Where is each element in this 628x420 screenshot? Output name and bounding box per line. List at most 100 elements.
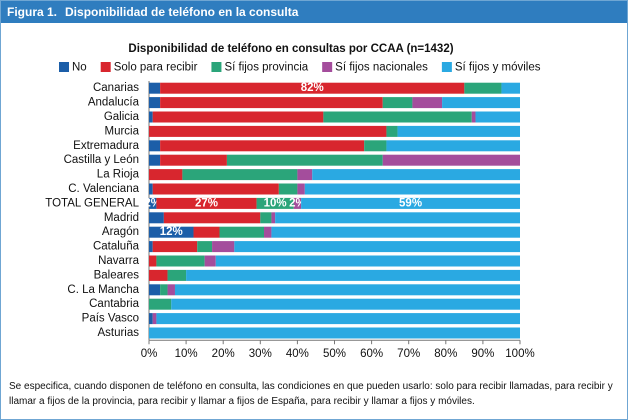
x-tick-label: 100% bbox=[505, 348, 534, 360]
y-tick-label: Aragón bbox=[102, 226, 139, 238]
bar-segment bbox=[386, 140, 520, 152]
bar-segment bbox=[149, 298, 172, 310]
bar-segment bbox=[260, 212, 272, 224]
bar-segment bbox=[152, 111, 324, 123]
bar-segment bbox=[149, 140, 161, 152]
bar-segment bbox=[160, 82, 465, 94]
y-tick-label: Cataluña bbox=[93, 241, 140, 253]
y-tick-label: Galicia bbox=[104, 111, 140, 123]
bar-segment bbox=[174, 284, 520, 296]
x-tick-label: 40% bbox=[286, 348, 309, 360]
y-tick-label: Canarias bbox=[93, 82, 139, 94]
bar-segment bbox=[442, 97, 520, 109]
x-tick-label: 70% bbox=[397, 348, 420, 360]
bar-segment bbox=[204, 255, 216, 267]
bar-segment bbox=[149, 111, 153, 123]
bar-segment bbox=[163, 212, 261, 224]
bar-segment bbox=[149, 154, 161, 166]
bar-segment bbox=[382, 97, 413, 109]
bar-segment bbox=[182, 169, 298, 181]
bar-segment bbox=[149, 197, 157, 209]
chart: Disponibilidad de teléfono en consultas … bbox=[45, 43, 541, 360]
bar-segment bbox=[412, 97, 443, 109]
bar-segment bbox=[149, 82, 161, 94]
y-tick-label: Andalucía bbox=[88, 97, 140, 109]
legend-swatch bbox=[100, 62, 111, 72]
bar-segment bbox=[197, 241, 213, 253]
y-tick-label: TOTAL GENERAL bbox=[45, 197, 139, 209]
figure-label: Figura 1. bbox=[7, 5, 58, 19]
bar-segment bbox=[152, 183, 279, 195]
value-label: 59% bbox=[399, 197, 422, 209]
y-tick-label: Baleares bbox=[94, 269, 140, 281]
bar-segment bbox=[156, 313, 521, 325]
bar-segment bbox=[149, 241, 153, 253]
x-tick-label: 50% bbox=[323, 348, 346, 360]
bar-segment bbox=[471, 111, 476, 123]
bar-segment bbox=[275, 212, 520, 224]
bar-segment bbox=[271, 226, 520, 238]
bar-segment bbox=[256, 197, 294, 209]
bar-segment bbox=[323, 111, 472, 123]
bar-segment bbox=[149, 313, 153, 325]
y-tick-label: Madrid bbox=[104, 212, 139, 224]
bar-segment bbox=[152, 241, 198, 253]
bar-segment bbox=[160, 140, 365, 152]
value-label: 10% bbox=[264, 197, 287, 209]
y-tick-label: Castilla y León bbox=[64, 154, 139, 166]
value-label: 12% bbox=[160, 226, 183, 238]
bar-segment bbox=[171, 298, 520, 310]
x-tick-label: 60% bbox=[360, 348, 383, 360]
bar-segment bbox=[297, 183, 305, 195]
bar-segment bbox=[271, 212, 276, 224]
chart-title: Disponibilidad de teléfono en consultas … bbox=[128, 43, 453, 55]
footnote: Se especifica, cuando disponen de teléfo… bbox=[9, 381, 613, 407]
legend-label: No bbox=[72, 62, 87, 74]
bar-segment bbox=[464, 82, 502, 94]
figure-header: Figura 1. Disponibilidad de teléfono en l… bbox=[1, 1, 627, 23]
legend-swatch bbox=[441, 62, 452, 72]
y-tick-label: Asturias bbox=[97, 327, 139, 339]
x-tick-label: 20% bbox=[212, 348, 235, 360]
bar-segment bbox=[278, 183, 298, 195]
bar-segment bbox=[312, 169, 520, 181]
legend-label: Sí fijos nacionales bbox=[335, 62, 428, 74]
bar-segment bbox=[364, 140, 387, 152]
bar-segment bbox=[160, 97, 383, 109]
bar-segment bbox=[149, 269, 168, 281]
bar-segment bbox=[149, 183, 153, 195]
y-tick-label: C. Valenciana bbox=[68, 183, 139, 195]
bar-segment bbox=[152, 313, 157, 325]
bar-segment bbox=[160, 284, 168, 296]
figure-title: Disponibilidad de teléfono en la consult… bbox=[65, 5, 299, 19]
bar-segment bbox=[186, 269, 520, 281]
legend-swatch bbox=[59, 62, 69, 72]
y-tick-label: Murcia bbox=[104, 125, 139, 137]
bar-segment bbox=[149, 125, 387, 137]
legend-swatch bbox=[211, 62, 222, 72]
x-tick-label: 10% bbox=[175, 348, 198, 360]
bar-segment bbox=[301, 197, 520, 209]
bar-segment bbox=[215, 255, 520, 267]
bar-segment bbox=[156, 255, 205, 267]
y-tick-label: C. La Mancha bbox=[67, 284, 139, 296]
y-tick-label: Navarra bbox=[98, 255, 140, 267]
x-tick-label: 80% bbox=[434, 348, 457, 360]
legend-label: Sí fijos y móviles bbox=[455, 62, 541, 74]
bar-segment bbox=[382, 154, 520, 166]
legend-label: Solo para recibir bbox=[114, 62, 198, 74]
legend-label: Sí fijos provincia bbox=[224, 62, 308, 74]
bar-segment bbox=[149, 169, 183, 181]
bar-segment bbox=[293, 197, 302, 209]
bar-segment bbox=[149, 255, 157, 267]
y-tick-label: Cantabria bbox=[89, 298, 139, 310]
bar-segment bbox=[234, 241, 520, 253]
bar-segment bbox=[304, 183, 520, 195]
bar-segment bbox=[475, 111, 520, 123]
bar-segment bbox=[167, 269, 187, 281]
bar-segment bbox=[167, 284, 175, 296]
y-tick-label: La Rioja bbox=[97, 169, 140, 181]
bar-segment bbox=[386, 125, 398, 137]
x-tick-label: 0% bbox=[141, 348, 158, 360]
